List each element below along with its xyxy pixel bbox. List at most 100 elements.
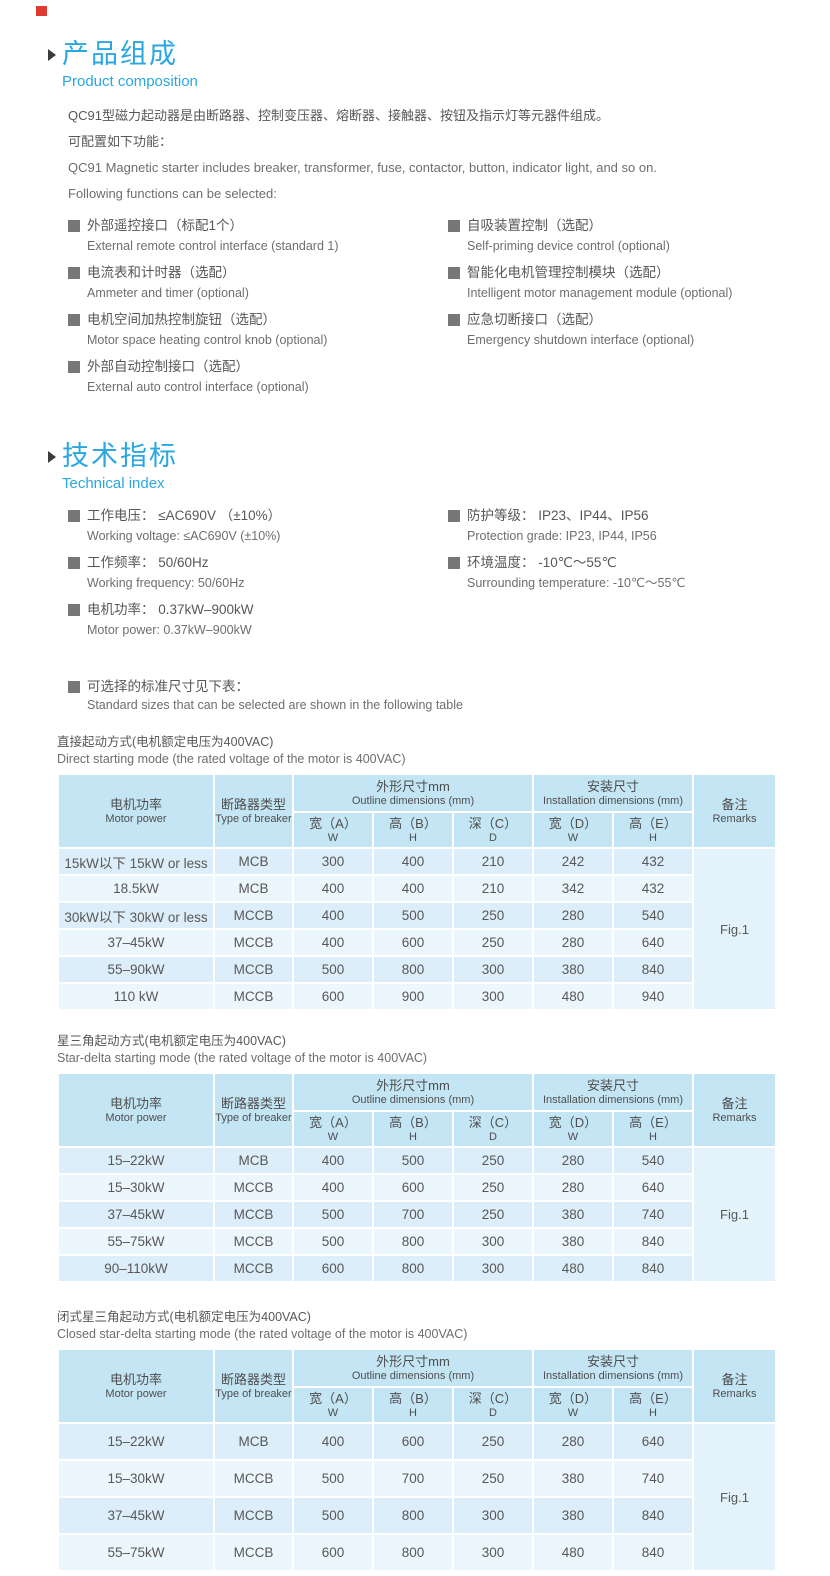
cell-width-a: 300 — [292, 847, 374, 876]
cell-height-e: 540 — [612, 901, 694, 930]
cell-height-e: 640 — [612, 1422, 694, 1461]
cell-width-a: 600 — [292, 1254, 374, 1283]
feature-item: 自吸装置控制（选配） Self-priming device control (… — [448, 216, 830, 256]
table-row: 55–90kW MCCB 500 800 300 380 840 — [57, 955, 776, 984]
cell-depth-c: 250 — [452, 1459, 534, 1498]
cell-motor-power: 18.5kW — [57, 874, 215, 903]
cell-height-e: 940 — [612, 982, 694, 1011]
caption-zh: 闭式星三角起动方式(电机额定电压为400VAC) — [57, 1310, 311, 1324]
table-caption-closed-star-delta: 闭式星三角起动方式(电机额定电压为400VAC) Closed star-del… — [57, 1309, 830, 1343]
caption-zh: 直接起动方式(电机额定电压为400VAC) — [57, 735, 274, 749]
col-header-motor-power: 电机功率 Motor power — [57, 1348, 215, 1424]
spec-item: 电机功率： 0.37kW–900kW Motor power: 0.37kW–9… — [68, 600, 448, 640]
col-header-install: 安装尺寸 Installation dimensions (mm) — [532, 1348, 694, 1388]
cell-motor-power: 15–22kW — [57, 1422, 215, 1461]
cell-width-d: 280 — [532, 928, 614, 957]
cell-breaker: MCCB — [213, 901, 294, 930]
cell-breaker: MCCB — [213, 1173, 294, 1202]
feature-en: External remote control interface (stand… — [87, 239, 339, 253]
feature-zh: 外部遥控接口（标配1个） — [87, 218, 244, 233]
cell-height-e: 840 — [612, 1227, 694, 1256]
cell-depth-c: 210 — [452, 847, 534, 876]
sizes-note: 可选择的标准尺寸见下表： Standard sizes that can be … — [0, 677, 830, 714]
feature-en: Motor space heating control knob (option… — [87, 333, 328, 347]
cell-depth-c: 300 — [452, 982, 534, 1011]
cell-depth-c: 250 — [452, 1422, 534, 1461]
cell-motor-power: 55–90kW — [57, 955, 215, 984]
red-corner-mark — [36, 6, 47, 16]
cell-height-b: 800 — [372, 1254, 454, 1283]
section-heading-composition: 产品组成 — [48, 38, 830, 70]
cell-depth-c: 250 — [452, 1146, 534, 1175]
cell-width-d: 280 — [532, 901, 614, 930]
cell-width-d: 480 — [532, 1533, 614, 1572]
col-subheader-height-b: 高（B） H — [372, 811, 454, 849]
table-caption-direct: 直接起动方式(电机额定电压为400VAC) Direct starting mo… — [57, 734, 830, 768]
cell-motor-power: 15kW以下 15kW or less — [57, 847, 215, 876]
cell-motor-power: 55–75kW — [57, 1227, 215, 1256]
square-bullet-icon — [68, 314, 80, 326]
cell-height-b: 900 — [372, 982, 454, 1011]
table-row: 37–45kW MCCB 500 800 300 380 840 — [57, 1496, 776, 1535]
cell-width-d: 342 — [532, 874, 614, 903]
direct-starting-table: 电机功率 Motor power 断路器类型 Type of breaker 外形尺… — [57, 773, 777, 1011]
cell-height-b: 800 — [372, 1496, 454, 1535]
cell-depth-c: 250 — [452, 1200, 534, 1229]
col-header-install: 安装尺寸 Installation dimensions (mm) — [532, 1072, 694, 1112]
feature-item: 电机空间加热控制旋钮（选配） Motor space heating contr… — [68, 310, 448, 350]
feature-column-right: 自吸装置控制（选配） Self-priming device control (… — [448, 216, 830, 404]
feature-item: 外部遥控接口（标配1个） External remote control int… — [68, 216, 448, 256]
spec-column-left: 工作电压： ≤AC690V （±10%） Working voltage: ≤A… — [68, 506, 448, 647]
cell-depth-c: 250 — [452, 928, 534, 957]
col-header-install: 安装尺寸 Installation dimensions (mm) — [532, 773, 694, 813]
cell-breaker: MCCB — [213, 982, 294, 1011]
cell-breaker: MCCB — [213, 955, 294, 984]
table-row: 55–75kW MCCB 500 800 300 380 840 — [57, 1227, 776, 1256]
remark-cell: Fig.1 — [692, 1422, 777, 1572]
cell-width-a: 500 — [292, 1459, 374, 1498]
caption-en: Star-delta starting mode (the rated volt… — [57, 1051, 428, 1065]
table-row: 55–75kW MCCB 600 800 300 480 840 — [57, 1533, 776, 1572]
feature-en: External auto control interface (optiona… — [87, 380, 309, 394]
square-bullet-icon — [68, 604, 80, 616]
cell-height-b: 800 — [372, 1533, 454, 1572]
cell-width-d: 480 — [532, 1254, 614, 1283]
cell-width-d: 380 — [532, 1459, 614, 1498]
col-subheader-width-d: 宽（D） W — [532, 1110, 614, 1148]
cell-height-b: 600 — [372, 928, 454, 957]
square-bullet-icon — [68, 220, 80, 232]
cell-width-d: 280 — [532, 1422, 614, 1461]
table-row: 30kW以下 30kW or less MCCB 400 500 250 280… — [57, 901, 776, 930]
col-header-breaker: 断路器类型 Type of breaker — [213, 773, 294, 849]
spec-item: 工作频率： 50/60Hz Working frequency: 50/60Hz — [68, 553, 448, 593]
cell-width-a: 400 — [292, 901, 374, 930]
col-header-motor-power: 电机功率 Motor power — [57, 773, 215, 849]
cell-width-a: 400 — [292, 928, 374, 957]
col-subheader-height-e: 高（E） H — [612, 1110, 694, 1148]
table-row: 90–110kW MCCB 600 800 300 480 840 — [57, 1254, 776, 1283]
cell-breaker: MCCB — [213, 1533, 294, 1572]
cell-height-e: 740 — [612, 1459, 694, 1498]
col-subheader-width-d: 宽（D） W — [532, 1386, 614, 1424]
cell-height-e: 432 — [612, 874, 694, 903]
cell-depth-c: 250 — [452, 1173, 534, 1202]
triangle-marker-icon — [48, 49, 56, 61]
cell-height-b: 600 — [372, 1422, 454, 1461]
spec-column-right: 防护等级： IP23、IP44、IP56 Protection grade: I… — [448, 506, 830, 647]
sizes-note-en: Standard sizes that can be selected are … — [87, 698, 463, 712]
square-bullet-icon — [448, 267, 460, 279]
cell-breaker: MCCB — [213, 1496, 294, 1535]
feature-zh: 应急切断接口（选配） — [467, 312, 602, 327]
col-subheader-height-e: 高（E） H — [612, 1386, 694, 1424]
intro-paragraph-zh2: 可配置如下功能： — [68, 134, 173, 149]
col-subheader-width-d: 宽（D） W — [532, 811, 614, 849]
cell-width-a: 400 — [292, 1146, 374, 1175]
col-subheader-width-a: 宽（A） W — [292, 1110, 374, 1148]
feature-zh: 智能化电机管理控制模块（选配） — [467, 265, 670, 280]
cell-depth-c: 300 — [452, 1254, 534, 1283]
spec-en: Working frequency: 50/60Hz — [87, 576, 245, 590]
square-bullet-icon — [68, 510, 80, 522]
spec-zh: 工作电压： ≤AC690V （±10%） — [87, 508, 282, 523]
feature-item: 电流表和计时器（选配） Ammeter and timer (optional) — [68, 263, 448, 303]
square-bullet-icon — [68, 557, 80, 569]
